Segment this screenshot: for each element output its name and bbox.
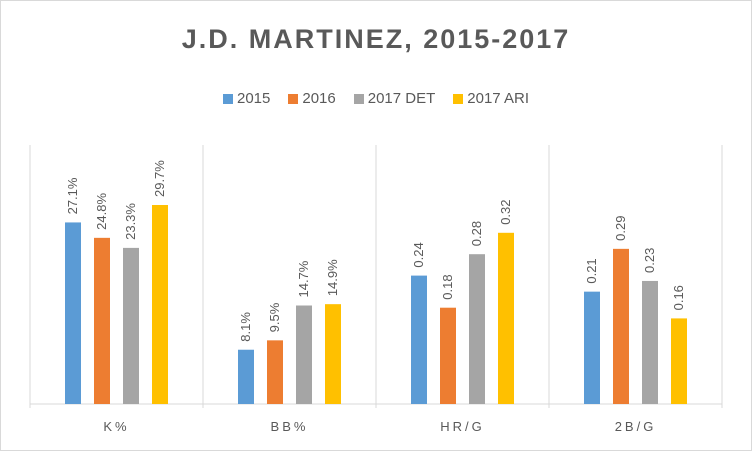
bar-hrg-0 [411,275,427,404]
legend-label: 2015 [236,90,271,107]
data-label: 29.7% [152,160,167,197]
bar-2bg-1 [613,248,629,404]
bar-hrg-3 [498,232,514,404]
data-label: 0.24 [411,242,426,267]
legend-swatch [353,93,364,104]
data-label: 24.8% [94,193,109,230]
bar-2bg-3 [671,318,687,404]
data-label: 0.21 [584,258,599,283]
bar-k-2 [123,247,139,404]
data-label: 0.32 [498,199,513,224]
legend-item-3: 2017 ARI [453,90,529,107]
bar-hrg-2 [469,254,485,404]
data-label: 0.28 [469,221,484,246]
legend-item-1: 2016 [288,90,336,107]
legend-label: 2017 DET [367,90,436,107]
bar-k-3 [152,205,168,404]
x-tick-label: 2B/G [615,419,657,434]
legend-swatch [453,93,464,104]
bar-bb-1 [267,340,283,404]
legend-label: 2017 ARI [467,90,529,107]
x-tick-label: BB% [271,419,309,434]
bar-hrg-1 [440,307,456,404]
chart-title: J.D. MARTINEZ, 2015-2017 [181,24,571,54]
legend-swatch [222,93,233,104]
legend-item-2: 2017 DET [353,90,436,107]
legend-label: 2016 [302,90,336,107]
data-label: 14.9% [325,259,340,296]
bar-k-0 [65,222,81,404]
legend-swatch [288,93,299,104]
bar-bb-3 [325,304,341,404]
legend-item-0: 2015 [222,90,271,107]
data-label: 0.23 [642,248,657,273]
data-label: 0.16 [671,285,686,310]
data-label: 8.1% [238,312,253,342]
data-label: 23.3% [123,203,138,240]
data-label: 9.5% [267,302,282,332]
bar-bb-2 [296,305,312,404]
bar-2bg-2 [642,280,658,404]
data-label: 0.29 [613,216,628,241]
x-tick-label: K% [103,419,129,434]
bar-bb-0 [238,349,254,404]
data-label: 27.1% [65,177,80,214]
x-tick-label: HR/G [440,419,485,434]
bar-k-1 [94,237,110,404]
data-label: 14.7% [296,260,311,297]
data-label: 0.18 [440,274,455,299]
chart-legend: 2015 2016 2017 DET 2017 ARI [0,90,752,107]
bar-2bg-0 [584,291,600,404]
